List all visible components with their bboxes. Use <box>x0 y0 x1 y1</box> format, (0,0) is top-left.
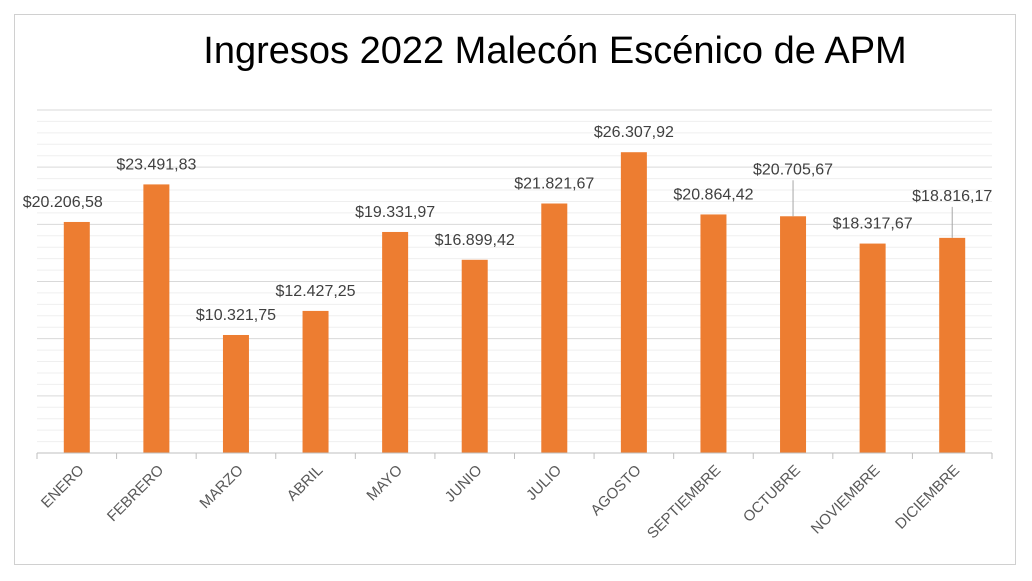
bar-septiembre <box>700 214 727 453</box>
data-label: $12.427,25 <box>276 283 356 300</box>
x-tick-label: SEPTIEMBRE <box>644 462 724 542</box>
x-tick-label: OCTUBRE <box>740 462 804 526</box>
x-tick-label: MARZO <box>196 462 246 512</box>
x-tick-label: DICIEMBRE <box>892 462 963 533</box>
bar-mayo <box>382 231 409 453</box>
data-label: $16.899,42 <box>435 232 515 249</box>
bar-diciembre <box>939 237 966 453</box>
x-tick-label: MAYO <box>363 462 405 504</box>
x-tick-label: NOVIEMBRE <box>808 462 884 538</box>
x-tick-label: JULIO <box>523 462 565 504</box>
bar-noviembre <box>859 243 886 453</box>
bar-julio <box>541 203 568 453</box>
bar-octubre <box>780 216 807 453</box>
bar-marzo <box>222 334 249 453</box>
data-label: $21.821,67 <box>514 176 594 193</box>
chart-title: Ingresos 2022 Malecón Escénico de APM <box>203 30 907 72</box>
data-label: $20.206,58 <box>23 194 103 211</box>
x-tick-label: ABRIL <box>284 462 327 505</box>
data-label: $26.307,92 <box>594 124 674 141</box>
data-label: $10.321,75 <box>196 307 276 324</box>
x-tick-label: JUNIO <box>442 462 486 506</box>
data-label: $18.317,67 <box>833 216 913 233</box>
data-label: $20.864,42 <box>673 186 753 203</box>
bar-junio <box>461 259 488 453</box>
chart-area <box>14 14 1016 565</box>
x-tick-label: FEBRERO <box>104 462 167 525</box>
x-tick-label: ENERO <box>38 462 88 512</box>
data-label: $23.491,83 <box>116 156 196 173</box>
data-label: $20.705,67 <box>753 161 833 178</box>
x-tick-label: AGOSTO <box>587 462 644 519</box>
bar-enero <box>63 221 90 453</box>
data-label: $19.331,97 <box>355 204 435 221</box>
bar-abril <box>302 310 329 453</box>
data-label: $18.816,17 <box>912 188 992 205</box>
bar-agosto <box>620 152 647 454</box>
bar-febrero <box>143 184 170 453</box>
